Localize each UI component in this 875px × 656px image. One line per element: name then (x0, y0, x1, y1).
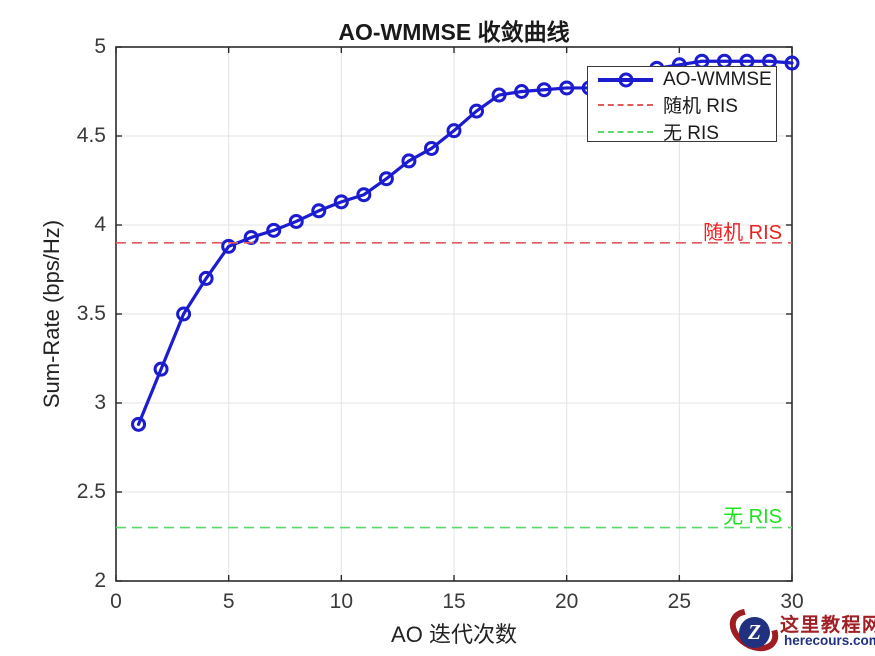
dashed-line-icon (598, 130, 653, 133)
watermark-logo: Z 这里教程网 herecours.com (721, 598, 875, 656)
legend-sample-solid-line (598, 72, 653, 88)
y-tick-label: 4.5 (76, 124, 106, 147)
annotation-no-ris: 无 RIS (723, 506, 782, 528)
legend-item-no-ris: 无 RIS (598, 118, 772, 145)
x-tick-label: 5 (222, 590, 235, 613)
x-tick-label: 0 (110, 590, 122, 613)
y-tick-label: 2 (94, 569, 106, 592)
chart-title: AO-WMMSE 收敛曲线 (338, 19, 570, 45)
legend: AO-WMMSE 随机 RIS 无 RIS (587, 66, 777, 145)
legend-sample-dashed-line (598, 124, 653, 140)
y-tick-label: 2.5 (76, 480, 106, 503)
watermark-site-name: 这里教程网 (780, 615, 875, 636)
legend-item-ao-wmmse: AO-WMMSE (598, 69, 772, 91)
legend-sample-dashed-line (598, 97, 653, 113)
legend-label: 随机 RIS (663, 96, 738, 117)
dashed-line-icon (598, 103, 653, 106)
y-tick-label: 3.5 (76, 302, 106, 325)
x-tick-label: 20 (554, 590, 579, 613)
x-tick-label: 15 (442, 590, 466, 613)
x-axis-label: AO 迭代次数 (391, 622, 517, 647)
legend-label: 无 RIS (663, 123, 719, 144)
legend-item-random-ris: 随机 RIS (598, 91, 772, 118)
y-tick-label: 4 (94, 213, 106, 236)
circle-marker-icon (618, 72, 633, 88)
legend-label: AO-WMMSE (663, 69, 772, 90)
watermark-site-url: herecours.com (784, 633, 875, 648)
annotation-random-ris: 随机 RIS (703, 222, 782, 244)
y-tick-label: 5 (94, 35, 106, 58)
x-tick-label: 30 (780, 590, 804, 613)
x-tick-label: 25 (667, 590, 691, 613)
y-tick-label: 3 (94, 391, 106, 414)
x-tick-label: 10 (329, 590, 353, 613)
logo-z-icon: Z (739, 617, 770, 648)
